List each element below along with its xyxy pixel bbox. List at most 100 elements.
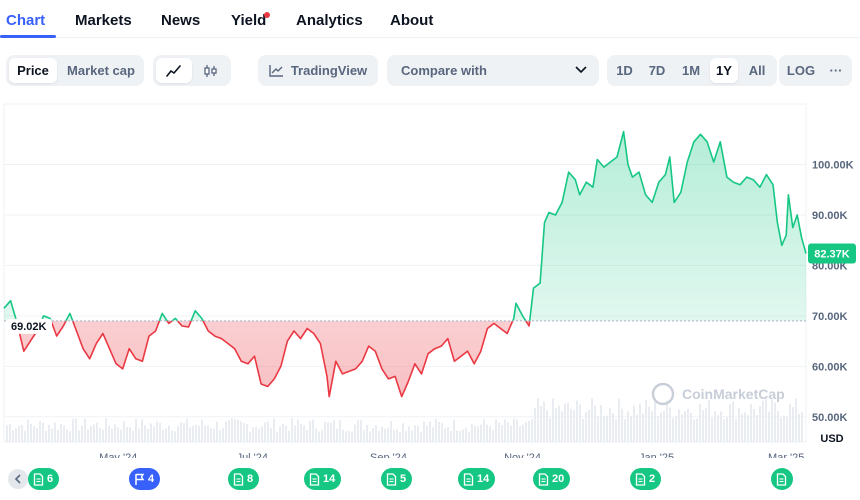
- tab-analytics[interactable]: Analytics: [296, 12, 363, 29]
- volume-bar: [339, 420, 341, 442]
- tab-markets[interactable]: Markets: [75, 12, 132, 29]
- flag-icon: [135, 473, 145, 485]
- volume-bar: [39, 421, 41, 442]
- active-tab-indicator: [0, 35, 56, 38]
- volume-bar: [51, 428, 53, 442]
- volume-bar: [603, 416, 605, 442]
- news-document-icon: [386, 472, 397, 486]
- event-marker[interactable]: 6: [28, 468, 60, 490]
- event-marker[interactable]: [771, 468, 793, 490]
- candlestick-button[interactable]: [194, 58, 228, 83]
- volume-bar: [435, 418, 437, 442]
- volume-bar: [279, 426, 281, 442]
- volume-bar: [318, 431, 320, 442]
- tab-news[interactable]: News: [161, 12, 201, 29]
- tab-yield[interactable]: Yield: [231, 12, 267, 29]
- volume-bar: [222, 428, 224, 442]
- volume-bar: [732, 401, 734, 442]
- yield-notification-dot: [264, 12, 270, 18]
- price-button[interactable]: Price: [9, 58, 57, 83]
- range-1y-button[interactable]: 1Y: [710, 58, 738, 83]
- event-marker[interactable]: 14: [458, 468, 496, 490]
- volume-bar: [696, 418, 698, 442]
- event-count: 14: [323, 473, 336, 485]
- volume-bar: [24, 430, 26, 442]
- line-chart-button[interactable]: [156, 58, 192, 83]
- event-marker[interactable]: 2: [630, 468, 662, 490]
- volume-bar: [237, 419, 239, 442]
- market-cap-button[interactable]: Market cap: [67, 63, 135, 78]
- volume-bar: [240, 421, 242, 442]
- tab-chart[interactable]: Chart: [6, 12, 46, 29]
- volume-bar: [342, 429, 344, 442]
- event-count: 5: [400, 473, 407, 485]
- volume-bar: [81, 425, 83, 442]
- tab-about[interactable]: About: [390, 12, 434, 29]
- volume-bar: [420, 431, 422, 442]
- tradingview-button[interactable]: TradingView: [261, 58, 375, 83]
- volume-bar: [477, 426, 479, 442]
- volume-bar: [492, 430, 494, 442]
- volume-bar: [618, 398, 620, 442]
- event-count: 20: [552, 473, 565, 485]
- volume-bar: [456, 430, 458, 442]
- volume-bar: [300, 423, 302, 442]
- compare-with-label: Compare with: [401, 63, 487, 78]
- price-chart[interactable]: CoinMarketCap 69.02K 100.00K90.00K80.00K…: [0, 100, 860, 458]
- volume-bar: [546, 410, 548, 442]
- y-tick-label: 70.00K: [812, 311, 848, 323]
- volume-bar: [741, 413, 743, 442]
- line-chart-icon: [166, 64, 181, 77]
- current-price-value: 82.37K: [814, 248, 850, 260]
- more-options-button[interactable]: ···: [829, 63, 843, 78]
- volume-bar: [783, 415, 785, 442]
- volume-bar: [207, 425, 209, 442]
- event-marker[interactable]: 8: [228, 468, 260, 490]
- event-marker[interactable]: 5: [381, 468, 413, 490]
- volume-bar: [63, 425, 65, 442]
- volume-bar: [99, 428, 101, 442]
- volume-bar: [390, 420, 392, 442]
- volume-bar: [510, 425, 512, 442]
- volume-bar: [186, 418, 188, 442]
- volume-bar: [120, 429, 122, 442]
- volume-bar: [165, 428, 167, 442]
- time-range-toggle: 1D 7D 1M 1Y All: [607, 55, 777, 86]
- compare-with-select[interactable]: Compare with: [387, 55, 599, 86]
- volume-bar: [171, 430, 173, 442]
- event-marker[interactable]: 14: [304, 468, 342, 490]
- x-tick-label: Nov '24: [504, 452, 541, 458]
- log-scale-button[interactable]: LOG: [786, 63, 816, 78]
- volume-bar: [18, 425, 20, 442]
- volume-bar: [504, 419, 506, 442]
- volume-bar: [315, 428, 317, 442]
- volume-bar: [72, 418, 74, 442]
- volume-bar: [588, 409, 590, 442]
- volume-bar: [666, 400, 668, 442]
- volume-bar: [270, 428, 272, 442]
- volume-bar: [429, 421, 431, 442]
- volume-bar: [231, 418, 233, 442]
- volume-bar: [255, 426, 257, 442]
- x-tick-label: Jan '25: [639, 452, 674, 458]
- x-axis: May '24 Jul '24 Sep '24 Nov '24 Jan '25 Mar '…: [99, 452, 804, 458]
- range-1d-button[interactable]: 1D: [616, 63, 633, 78]
- volume-bar: [702, 409, 704, 442]
- volume-bar: [669, 407, 671, 442]
- volume-bar: [519, 426, 521, 442]
- volume-bar: [450, 430, 452, 442]
- volume-bar: [537, 398, 539, 442]
- volume-bar: [27, 419, 29, 442]
- volume-bar: [516, 419, 518, 442]
- range-1m-button[interactable]: 1M: [681, 63, 701, 78]
- volume-bar: [411, 430, 413, 442]
- volume-bars: [6, 398, 803, 442]
- range-7d-button[interactable]: 7D: [648, 63, 666, 78]
- volume-bar: [699, 403, 701, 442]
- events-scroll-left-button[interactable]: [8, 469, 28, 489]
- event-marker[interactable]: 4: [129, 468, 161, 490]
- event-marker[interactable]: 20: [533, 468, 571, 490]
- area-fill-below: [16, 320, 530, 397]
- range-all-button[interactable]: All: [748, 63, 766, 78]
- volume-bar: [795, 398, 797, 442]
